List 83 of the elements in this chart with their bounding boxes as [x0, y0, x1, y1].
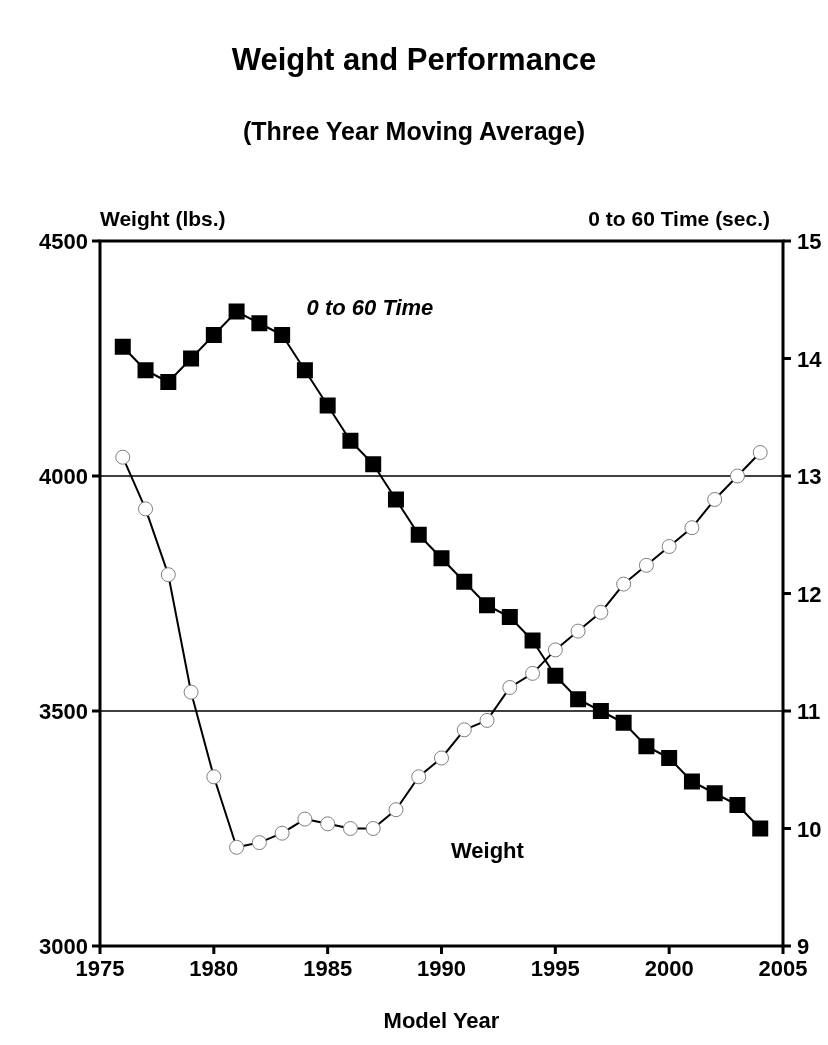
point — [251, 835, 267, 851]
y2-tick-label: 14 — [797, 346, 823, 372]
point — [274, 825, 290, 841]
point — [206, 769, 222, 785]
y2-tick-label: 11 — [797, 699, 821, 724]
point — [684, 520, 700, 536]
x-tick-label: 2000 — [644, 956, 694, 981]
series-label: 0 to 60 Time — [306, 294, 434, 320]
point — [752, 820, 769, 837]
point — [160, 374, 177, 390]
x-tick-label: 1975 — [75, 956, 125, 981]
y2-tick-label: 10 — [797, 816, 822, 842]
x-tick-label: 1995 — [530, 956, 580, 981]
point — [387, 491, 404, 508]
point — [342, 821, 358, 836]
y2-axis-title: 0 to 60 Time (sec.) — [588, 207, 770, 230]
y-tick-label: 4500 — [39, 229, 88, 254]
point — [320, 816, 336, 832]
point — [456, 722, 472, 738]
y2-tick-label: 9 — [797, 934, 810, 959]
y2-tick-label: 12 — [797, 581, 822, 607]
point — [661, 539, 677, 554]
point — [251, 315, 268, 332]
point — [433, 550, 450, 567]
point — [479, 712, 495, 728]
point — [115, 449, 131, 465]
point — [570, 623, 586, 639]
point — [456, 573, 473, 590]
point — [229, 839, 245, 855]
x-tick-label: 1990 — [417, 956, 466, 981]
point — [707, 492, 723, 507]
point — [547, 667, 564, 684]
point — [616, 576, 632, 592]
point — [274, 327, 291, 343]
x-axis-title: Model Year — [383, 1008, 500, 1033]
point — [297, 811, 313, 827]
point — [706, 785, 723, 802]
point — [683, 773, 700, 790]
point — [592, 703, 609, 719]
point — [547, 642, 563, 658]
point — [729, 797, 746, 813]
point — [228, 303, 245, 320]
point — [524, 632, 541, 649]
point — [388, 802, 404, 818]
point — [342, 432, 359, 449]
point — [729, 468, 745, 484]
y-tick-label: 4000 — [39, 464, 88, 489]
point — [205, 327, 222, 343]
point — [615, 714, 632, 731]
y-tick-label: 3000 — [39, 934, 88, 959]
point — [638, 738, 655, 755]
point — [661, 750, 678, 766]
point — [434, 750, 449, 766]
point — [593, 604, 609, 620]
point — [319, 397, 336, 414]
y-tick-label: 3500 — [39, 699, 88, 724]
point — [138, 501, 154, 517]
point — [638, 557, 654, 573]
point — [752, 445, 768, 460]
text: Weight — [450, 837, 525, 863]
y2-tick-label: 13 — [797, 464, 822, 489]
x-tick-label: 2005 — [758, 956, 808, 981]
x-tick-label: 1985 — [303, 956, 353, 981]
point — [525, 665, 541, 681]
point — [502, 680, 518, 695]
y2-tick-label: 15 — [797, 229, 822, 254]
x-tick-label: 1980 — [189, 956, 239, 981]
point — [365, 456, 382, 473]
point — [570, 691, 587, 708]
point — [183, 684, 199, 700]
chart-title: Weight and Performance — [231, 42, 597, 77]
point — [296, 362, 313, 379]
point — [183, 350, 200, 367]
point — [365, 821, 381, 836]
point — [410, 526, 427, 543]
point — [114, 338, 131, 355]
point — [501, 609, 518, 625]
point — [411, 769, 427, 785]
point — [160, 567, 176, 583]
point — [137, 362, 154, 379]
chart-subtitle: (Three Year Moving Average) — [242, 117, 586, 145]
y-axis-title: Weight (lbs.) — [100, 207, 226, 230]
point — [479, 597, 496, 614]
